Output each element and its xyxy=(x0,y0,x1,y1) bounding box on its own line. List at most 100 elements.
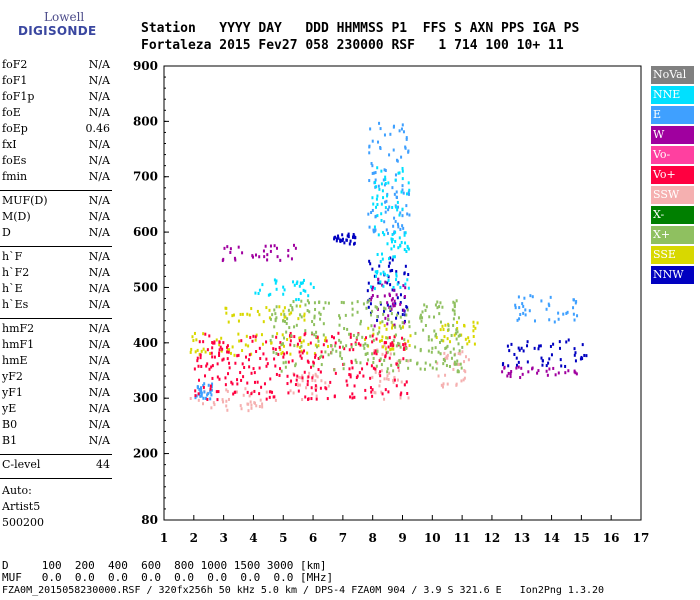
data-point xyxy=(402,308,405,312)
param-row: foE N/A xyxy=(2,106,110,122)
data-point xyxy=(468,339,471,343)
data-point xyxy=(401,166,404,170)
data-point xyxy=(301,398,304,402)
data-point xyxy=(306,351,309,355)
data-point xyxy=(349,239,352,243)
data-point xyxy=(386,367,389,371)
data-point xyxy=(200,349,203,353)
data-point xyxy=(428,315,431,319)
data-point xyxy=(312,364,315,368)
data-point xyxy=(405,313,408,317)
data-point xyxy=(382,270,385,274)
data-point xyxy=(250,406,253,410)
data-point xyxy=(238,339,241,343)
data-point xyxy=(190,347,193,351)
data-point xyxy=(386,350,389,354)
data-point xyxy=(391,326,394,330)
data-point xyxy=(462,378,465,382)
data-point xyxy=(363,346,366,350)
data-point xyxy=(474,326,477,330)
data-point xyxy=(246,381,249,385)
data-point xyxy=(227,350,230,354)
data-point xyxy=(388,371,391,375)
data-point xyxy=(275,287,278,291)
data-point xyxy=(522,311,525,315)
data-point xyxy=(443,335,446,339)
data-point xyxy=(274,364,277,368)
data-point xyxy=(258,346,261,350)
data-point xyxy=(501,370,504,374)
data-point xyxy=(409,334,412,338)
data-point xyxy=(404,342,407,346)
data-point xyxy=(383,397,386,401)
data-point xyxy=(288,326,291,330)
data-point xyxy=(572,298,575,302)
data-point xyxy=(289,303,292,307)
data-point xyxy=(389,352,392,356)
data-point xyxy=(380,363,383,367)
data-point xyxy=(414,345,417,349)
data-point xyxy=(379,301,382,305)
data-point xyxy=(260,385,263,389)
data-point xyxy=(516,318,519,322)
data-point xyxy=(197,392,200,396)
data-point xyxy=(299,304,302,308)
param-value: N/A xyxy=(88,138,110,151)
data-point xyxy=(299,336,302,340)
data-point xyxy=(390,320,393,324)
param-value: N/A xyxy=(88,194,110,207)
data-point xyxy=(386,192,389,196)
data-point xyxy=(248,313,251,317)
data-point xyxy=(408,325,411,329)
data-point xyxy=(365,352,368,356)
data-point xyxy=(473,342,476,346)
data-point xyxy=(514,306,517,310)
data-point xyxy=(311,392,314,396)
data-point xyxy=(295,298,298,302)
x-tick-label: 9 xyxy=(398,531,406,545)
data-point xyxy=(213,340,216,344)
data-point xyxy=(565,311,568,315)
auto-label: Auto: xyxy=(2,484,32,497)
data-point xyxy=(401,224,404,228)
data-point xyxy=(399,315,402,319)
data-point xyxy=(369,285,372,289)
data-point xyxy=(353,234,356,238)
data-point xyxy=(444,356,447,360)
data-point xyxy=(265,364,268,368)
data-point xyxy=(253,380,256,384)
data-point xyxy=(557,371,560,375)
data-point xyxy=(552,342,555,346)
data-point xyxy=(437,350,440,354)
data-point xyxy=(517,346,520,350)
data-point xyxy=(408,192,411,196)
data-point xyxy=(241,251,244,255)
data-point xyxy=(253,389,256,393)
data-point xyxy=(392,285,395,289)
data-point xyxy=(528,309,531,313)
data-point xyxy=(519,313,522,317)
data-point xyxy=(527,370,530,374)
data-point xyxy=(353,395,356,399)
param-row: h`Es N/A xyxy=(2,298,110,314)
data-point xyxy=(209,389,212,393)
data-point xyxy=(390,240,393,244)
data-point xyxy=(259,398,262,402)
data-point xyxy=(372,285,375,289)
data-point xyxy=(239,404,242,408)
data-point xyxy=(345,344,348,348)
data-point xyxy=(406,244,409,248)
data-point xyxy=(319,312,322,316)
data-point xyxy=(287,248,290,252)
data-point xyxy=(346,327,349,331)
plot-frame xyxy=(163,65,642,521)
data-point xyxy=(203,382,206,386)
data-point xyxy=(196,386,199,390)
data-point xyxy=(392,347,395,351)
data-point xyxy=(318,300,321,304)
data-point xyxy=(547,361,550,365)
data-point xyxy=(520,346,523,350)
data-point xyxy=(220,336,223,340)
data-point xyxy=(382,345,385,349)
data-point xyxy=(231,382,234,386)
